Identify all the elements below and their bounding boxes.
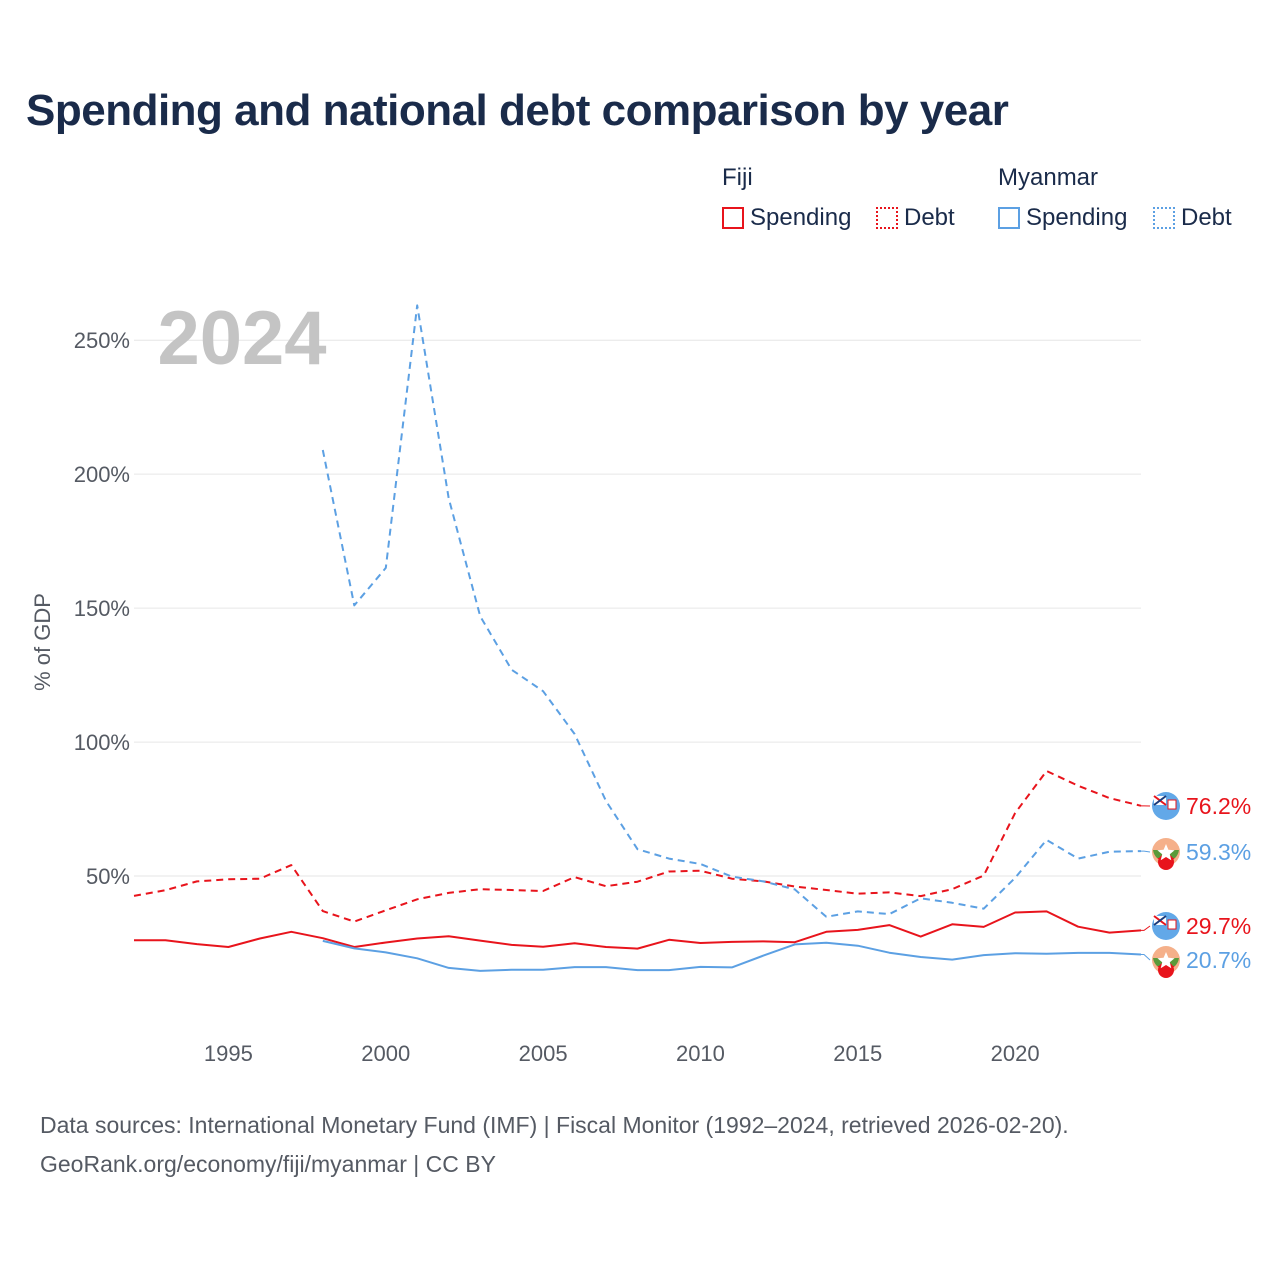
year-watermark: 2024 — [157, 296, 326, 381]
series-fiji-spending — [134, 910, 1142, 950]
y-tick-label: 100% — [74, 730, 130, 755]
x-tick-label: 2015 — [833, 1041, 882, 1066]
legend-swatch-myanmar-spending — [998, 207, 1020, 229]
legend-item-fiji-debt[interactable]: Debt — [876, 204, 955, 232]
flag-star — [1157, 952, 1175, 969]
x-axis: 1995 2000 2005 2010 2015 2020 — [204, 1041, 1040, 1066]
y-axis: 50% 100% 150% 200% 250% — [74, 328, 130, 889]
end-marker-myanmar-debt: 59.3% — [1141, 838, 1251, 870]
end-markers: 29.7% 76.2% 20.7% 59.3% — [1141, 792, 1251, 978]
y-tick-label: 200% — [74, 462, 130, 487]
legend-swatch-myanmar-debt — [1153, 207, 1175, 229]
legend-label-myanmar-spending: Spending — [1026, 204, 1128, 231]
legend-swatch-fiji-debt — [876, 207, 898, 229]
legend-label-myanmar-debt: Debt — [1181, 204, 1232, 231]
footer: Data sources: International Monetary Fun… — [40, 1106, 1069, 1184]
legend-item-fiji-spending[interactable]: Spending — [722, 204, 851, 232]
flag-star — [1157, 844, 1175, 861]
x-tick-label: 2000 — [361, 1041, 410, 1066]
end-marker-fiji-spending: 29.7% — [1141, 912, 1251, 940]
y-axis-label: % of GDP — [30, 593, 55, 691]
leader-line — [1141, 954, 1151, 961]
y-tick-label: 150% — [74, 596, 130, 621]
leader-line — [1141, 925, 1151, 931]
line-chart: 2024 % of GDP 50% 100% 150% 200% 250% 1995 20… — [30, 296, 1251, 1066]
legend-item-myanmar-spending[interactable]: Spending — [998, 204, 1127, 232]
flag-cross — [1153, 915, 1167, 926]
series-myanmar-debt — [321, 304, 1142, 918]
flag-shield — [1167, 799, 1177, 810]
grid — [134, 339, 1141, 877]
end-value-label: 29.7% — [1186, 913, 1251, 939]
legend-group-fiji: Fiji — [722, 164, 753, 191]
end-value-label: 20.7% — [1186, 947, 1251, 973]
y-tick-label: 250% — [74, 328, 130, 353]
x-tick-label: 2010 — [676, 1041, 725, 1066]
flag-cross — [1153, 795, 1167, 806]
chart-title: Spending and national debt comparison by… — [26, 86, 1009, 135]
end-marker-myanmar-spending: 20.7% — [1141, 946, 1251, 978]
series-myanmar-spending — [322, 939, 1142, 972]
legend-label-fiji-spending: Spending — [750, 204, 852, 231]
source-note: Data sources: International Monetary Fun… — [40, 1112, 1069, 1138]
flag-shield — [1167, 919, 1177, 930]
y-tick-label: 50% — [86, 864, 130, 889]
end-value-label: 76.2% — [1186, 793, 1251, 819]
x-tick-label: 2020 — [991, 1041, 1040, 1066]
leader-line — [1141, 850, 1151, 853]
attribution: GeoRank.org/economy/fiji/myanmar | CC BY — [40, 1151, 496, 1177]
end-value-label: 59.3% — [1186, 839, 1251, 865]
x-tick-label: 1995 — [204, 1041, 253, 1066]
series-fiji-debt — [133, 770, 1142, 923]
legend-item-myanmar-debt[interactable]: Debt — [1153, 204, 1232, 232]
legend-group-myanmar: Myanmar — [998, 164, 1099, 191]
legend-swatch-fiji-spending — [722, 207, 744, 229]
legend-label-fiji-debt: Debt — [904, 204, 955, 231]
end-marker-fiji-debt: 76.2% — [1141, 792, 1251, 820]
series-lines — [133, 304, 1142, 972]
x-tick-label: 2005 — [519, 1041, 568, 1066]
